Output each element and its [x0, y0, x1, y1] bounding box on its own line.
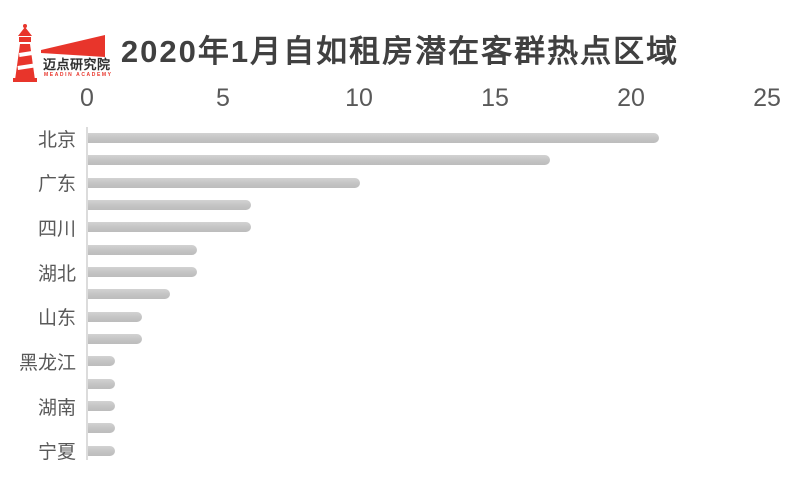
bar	[88, 311, 143, 322]
category-label: 四川	[37, 218, 76, 240]
meadin-logo: 迈点研究院 MEADIN ACADEMY	[8, 20, 113, 86]
category-label: 黑龙江	[18, 352, 76, 374]
bar	[88, 401, 116, 412]
bar	[88, 244, 197, 255]
logo-name-english: MEADIN ACADEMY	[44, 72, 113, 78]
bar	[88, 334, 143, 345]
bar-track	[88, 334, 768, 345]
bar-row	[0, 283, 800, 305]
bar-row: 四川	[0, 216, 800, 240]
bar-row: 北京	[0, 127, 800, 151]
bar	[88, 267, 197, 278]
bar-track	[88, 133, 768, 144]
category-label: 山东	[37, 308, 76, 330]
bar	[88, 177, 360, 188]
bar	[88, 423, 116, 434]
bar-row: 湖南	[0, 395, 800, 419]
bar-chart-plot-area: 北京广东四川湖北山东黑龙江湖南宁夏	[0, 127, 800, 463]
bar-track	[88, 244, 768, 255]
x-axis-tick-label: 25	[753, 84, 781, 112]
bar-track	[88, 289, 768, 300]
bar-row: 山东	[0, 306, 800, 330]
y-axis-line	[86, 127, 88, 460]
bar-row: 黑龙江	[0, 350, 800, 374]
x-axis-tick-label: 20	[617, 84, 645, 112]
x-axis: 0 5 10 15 20 25	[80, 84, 781, 114]
bar-track	[88, 155, 768, 166]
bar	[88, 133, 660, 144]
bar-track	[88, 311, 768, 322]
bar	[88, 222, 252, 233]
bar-row: 广东	[0, 172, 800, 196]
chart-title: 2020年1月自如租房潜在客群热点区域	[120, 34, 680, 69]
category-label: 湖南	[37, 397, 76, 419]
bar-track	[88, 222, 768, 233]
x-axis-tick-label: 0	[80, 84, 94, 112]
bar	[88, 200, 252, 211]
category-label: 广东	[37, 174, 76, 196]
bar-row	[0, 373, 800, 395]
bar-row	[0, 239, 800, 261]
bar-track	[88, 401, 768, 412]
category-label: 湖北	[37, 263, 76, 285]
bar-track	[88, 267, 768, 278]
bar-row	[0, 149, 800, 171]
bar-row	[0, 194, 800, 216]
bar-row: 宁夏	[0, 440, 800, 464]
bar-row: 湖北	[0, 261, 800, 285]
logo-name-chinese: 迈点研究院	[43, 57, 111, 72]
bar	[88, 289, 170, 300]
bar-track	[88, 445, 768, 456]
bar-track	[88, 200, 768, 211]
bar-row	[0, 417, 800, 439]
x-axis-tick-label: 5	[216, 84, 230, 112]
bar	[88, 378, 116, 389]
category-label: 北京	[37, 129, 76, 151]
bar-row	[0, 328, 800, 350]
x-axis-tick-label: 10	[345, 84, 373, 112]
bar-track	[88, 177, 768, 188]
bar	[88, 155, 551, 166]
bar-track	[88, 356, 768, 367]
bar	[88, 445, 116, 456]
bar-track	[88, 423, 768, 434]
bar-track	[88, 378, 768, 389]
category-label: 宁夏	[37, 442, 76, 464]
x-axis-tick-label: 15	[481, 84, 509, 112]
bar	[88, 356, 116, 367]
lighthouse-logo-icon	[13, 24, 105, 82]
